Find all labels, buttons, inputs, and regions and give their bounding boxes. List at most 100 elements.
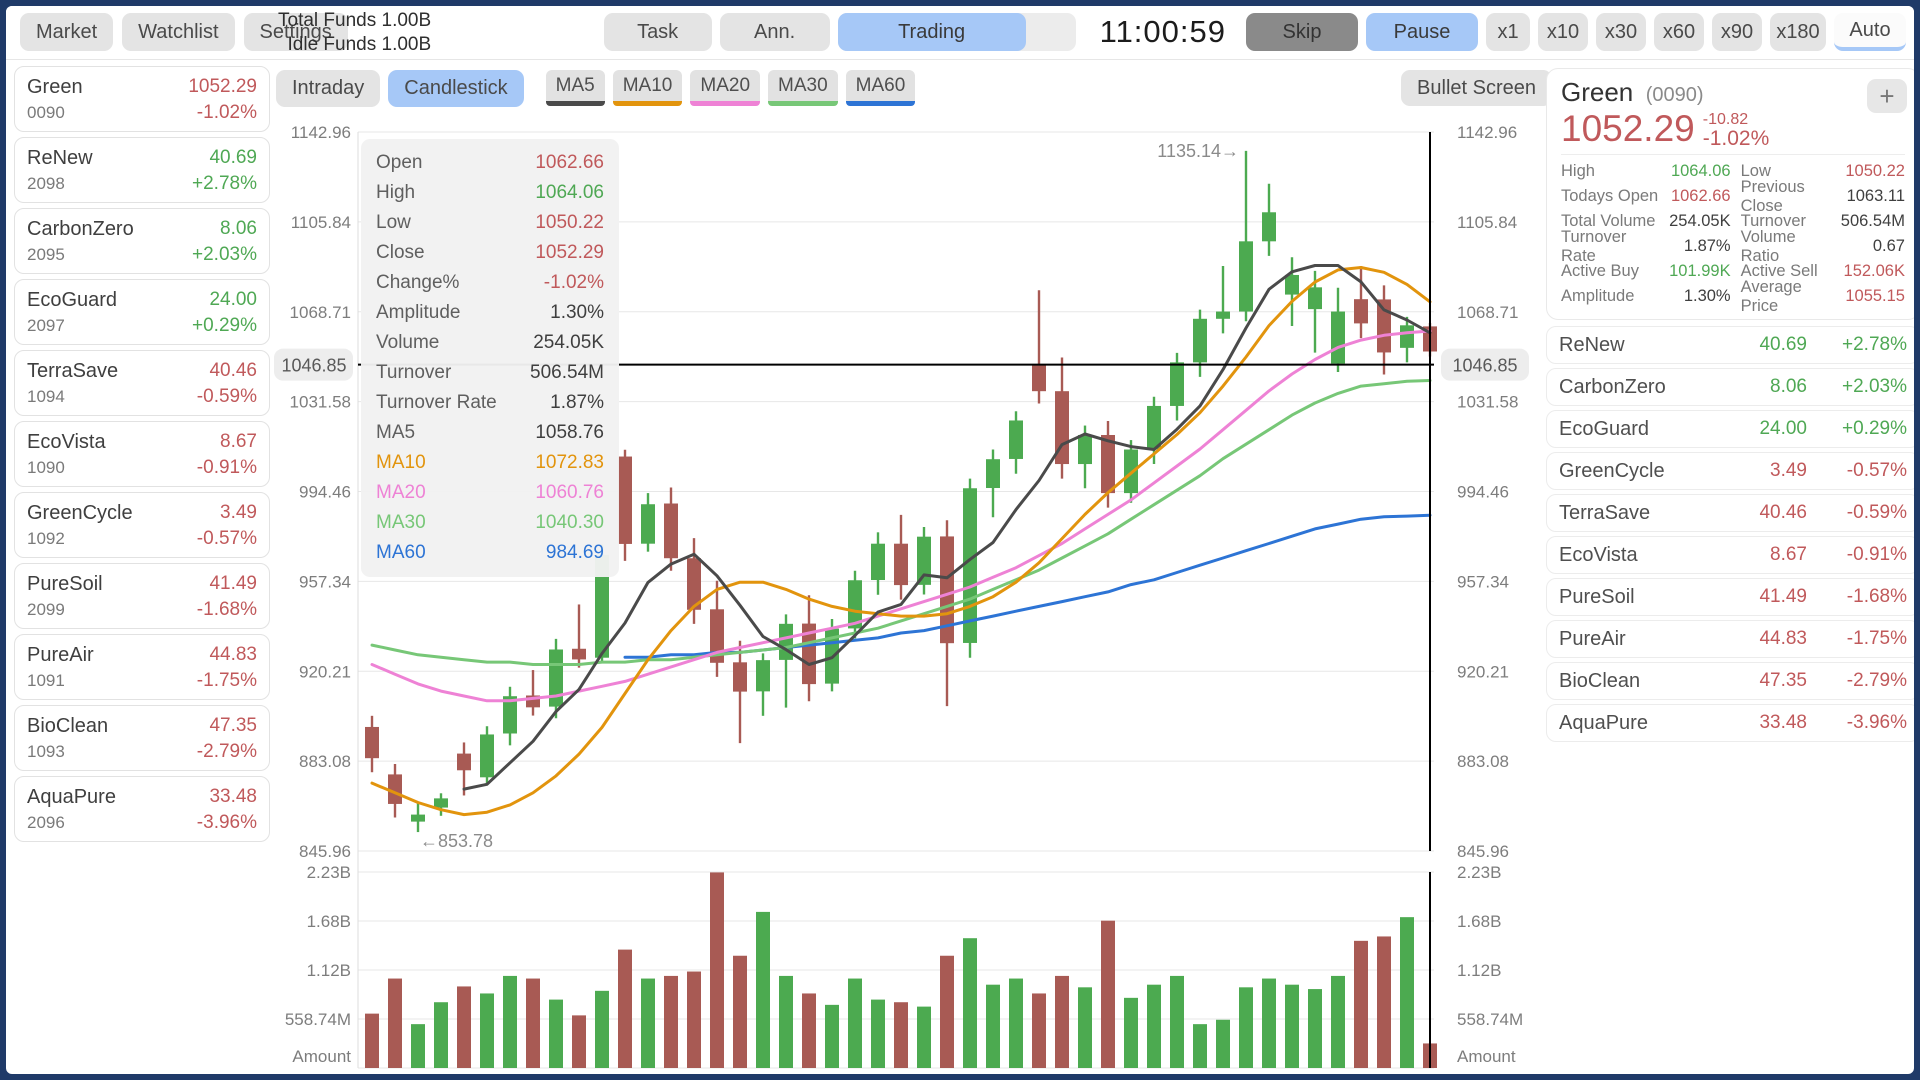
watchlist-item[interactable]: ReNew 40.69 2098 +2.78% [14, 137, 270, 203]
watchlist-item[interactable]: Green 1052.29 0090 -1.02% [14, 66, 270, 132]
stock-name: CarbonZero [27, 217, 134, 240]
related-stock-row[interactable]: CarbonZero 8.06 +2.03% [1546, 368, 1914, 406]
related-stock-row[interactable]: EcoVista 8.67 -0.91% [1546, 536, 1914, 574]
tab-intraday[interactable]: Intraday [276, 70, 381, 107]
stat-label: Active Sell [1740, 262, 1818, 280]
svg-text:845.96: 845.96 [299, 842, 351, 861]
tooltip-row: Amplitude 1.30% [376, 298, 604, 328]
svg-text:1046.85: 1046.85 [281, 356, 346, 376]
stock-price: 24.00 [1759, 418, 1807, 439]
chart-toolbar: Intraday Candlestick MA5 MA10 MA20 MA30 … [276, 70, 1552, 110]
candle-tooltip: Open 1062.66 High 1064.06 Low 1050.22 Cl… [361, 139, 619, 577]
speed-x10-button[interactable]: x10 [1538, 13, 1588, 51]
task-button[interactable]: Task [603, 13, 712, 51]
tooltip-label: MA10 [376, 452, 426, 473]
ma-toggle-ma10[interactable]: MA10 [612, 70, 683, 106]
svg-text:1105.84: 1105.84 [1457, 213, 1517, 232]
stock-code: 2099 [27, 600, 65, 619]
stock-change-pct: +0.29% [1842, 418, 1907, 439]
stock-change-pct: -0.59% [196, 386, 257, 407]
auto-speed-button[interactable]: Auto [1834, 13, 1906, 51]
speed-x1-button[interactable]: x1 [1486, 13, 1530, 51]
watchlist-button[interactable]: Watchlist [122, 13, 235, 51]
tooltip-value: -1.02% [543, 272, 604, 293]
ma-toggle-ma5[interactable]: MA5 [545, 70, 605, 106]
tooltip-label: High [376, 182, 416, 203]
speed-x30-button[interactable]: x30 [1596, 13, 1646, 51]
watchlist-item[interactable]: EcoGuard 24.00 2097 +0.29% [14, 279, 270, 345]
stock-code: 2098 [27, 174, 65, 193]
stat-value: 1064.06 [1670, 162, 1731, 180]
stock-name: PureAir [27, 643, 94, 666]
announcement-button[interactable]: Ann. [719, 13, 830, 51]
speed-x90-button[interactable]: x90 [1712, 13, 1762, 51]
watchlist-item[interactable]: EcoVista 8.67 1090 -0.91% [14, 421, 270, 487]
trading-status-button[interactable]: Trading [837, 13, 1076, 51]
related-stock-row[interactable]: ReNew 40.69 +2.78% [1546, 326, 1914, 364]
tooltip-row: MA10 1072.83 [376, 448, 604, 478]
watchlist-item[interactable]: BioClean 47.35 1093 -2.79% [14, 705, 270, 771]
settings-button[interactable]: Settings [243, 13, 348, 51]
stock-change-pct: -0.91% [1846, 544, 1907, 565]
watchlist-item[interactable]: PureSoil 41.49 2099 -1.68% [14, 563, 270, 629]
skip-button[interactable]: Skip [1246, 13, 1358, 51]
add-to-watchlist-button[interactable]: + [1867, 79, 1907, 113]
related-stock-row[interactable]: PureAir 44.83 -1.75% [1546, 620, 1914, 658]
market-button[interactable]: Market [20, 13, 114, 51]
related-stock-row[interactable]: EcoGuard 24.00 +0.29% [1546, 410, 1914, 448]
tab-candlestick[interactable]: Candlestick [388, 70, 524, 107]
stat-label: Todays Open [1561, 187, 1659, 205]
speed-x60-button[interactable]: x60 [1654, 13, 1704, 51]
svg-text:994.46: 994.46 [1457, 483, 1509, 502]
svg-text:1105.84: 1105.84 [291, 213, 351, 232]
stock-name: GreenCycle [27, 501, 133, 524]
tooltip-row: Turnover 506.54M [376, 358, 604, 388]
tooltip-value: 1040.30 [535, 512, 604, 533]
stock-price: 33.48 [209, 786, 257, 807]
stock-price: 44.83 [1759, 628, 1807, 649]
stock-price: 8.67 [220, 431, 257, 452]
speed-x180-button[interactable]: x180 [1770, 13, 1826, 51]
pause-button[interactable]: Pause [1366, 13, 1478, 51]
stock-change-pct: +0.29% [192, 315, 257, 336]
stock-change-pct: -1.75% [196, 670, 257, 691]
stock-name: EcoVista [27, 430, 106, 453]
ma-toggle-ma30[interactable]: MA30 [768, 70, 838, 106]
ma-toggle-ma60[interactable]: MA60 [845, 70, 916, 106]
tooltip-label: Amplitude [376, 302, 461, 323]
stock-change-pct: -1.68% [196, 599, 257, 620]
svg-text:1068.71: 1068.71 [290, 303, 351, 322]
related-stock-row[interactable]: TerraSave 40.46 -0.59% [1546, 494, 1914, 532]
related-stock-row[interactable]: PureSoil 41.49 -1.68% [1546, 578, 1914, 616]
trading-status-label: Trading [837, 13, 1026, 51]
tooltip-value: 984.69 [545, 542, 604, 563]
related-stock-row[interactable]: GreenCycle 3.49 -0.57% [1546, 452, 1914, 490]
stock-price: 1052.29 [188, 76, 257, 97]
svg-text:Amount: Amount [1457, 1047, 1516, 1066]
svg-text:1031.58: 1031.58 [1457, 393, 1518, 412]
watchlist-item[interactable]: GreenCycle 3.49 1092 -0.57% [14, 492, 270, 558]
stock-code: 2095 [27, 245, 65, 264]
related-stock-row[interactable]: BioClean 47.35 -2.79% [1546, 662, 1914, 700]
stock-name: BioClean [1559, 669, 1641, 692]
quote-card: Green (0090) + 1052.29 -10.82 -1.02% Hig… [1546, 68, 1914, 320]
tooltip-label: Turnover Rate [376, 392, 497, 413]
ma-toggle-ma20[interactable]: MA20 [690, 70, 761, 106]
svg-text:957.34: 957.34 [299, 572, 351, 591]
svg-text:558.74M: 558.74M [285, 1010, 351, 1029]
watchlist-item[interactable]: PureAir 44.83 1091 -1.75% [14, 634, 270, 700]
quote-title-row: Green (0090) + [1561, 77, 1907, 113]
related-stock-row[interactable]: AquaPure 33.48 -3.96% [1546, 704, 1914, 742]
stock-name: GreenCycle [1559, 459, 1665, 482]
watchlist-item[interactable]: AquaPure 33.48 2096 -3.96% [14, 776, 270, 842]
idle-funds-label: Idle Funds 1.00B [287, 34, 432, 55]
watchlist-item[interactable]: CarbonZero 8.06 2095 +2.03% [14, 208, 270, 274]
stock-change-pct: -1.68% [1846, 586, 1907, 607]
bullet-screen-button[interactable]: Bullet Screen [1401, 70, 1552, 106]
tooltip-value: 1050.22 [535, 212, 604, 233]
stat-label: Volume Ratio [1740, 227, 1796, 265]
tooltip-row: Low 1050.22 [376, 208, 604, 238]
stock-name: PureAir [1559, 627, 1626, 650]
watchlist-item[interactable]: TerraSave 40.46 1094 -0.59% [14, 350, 270, 416]
